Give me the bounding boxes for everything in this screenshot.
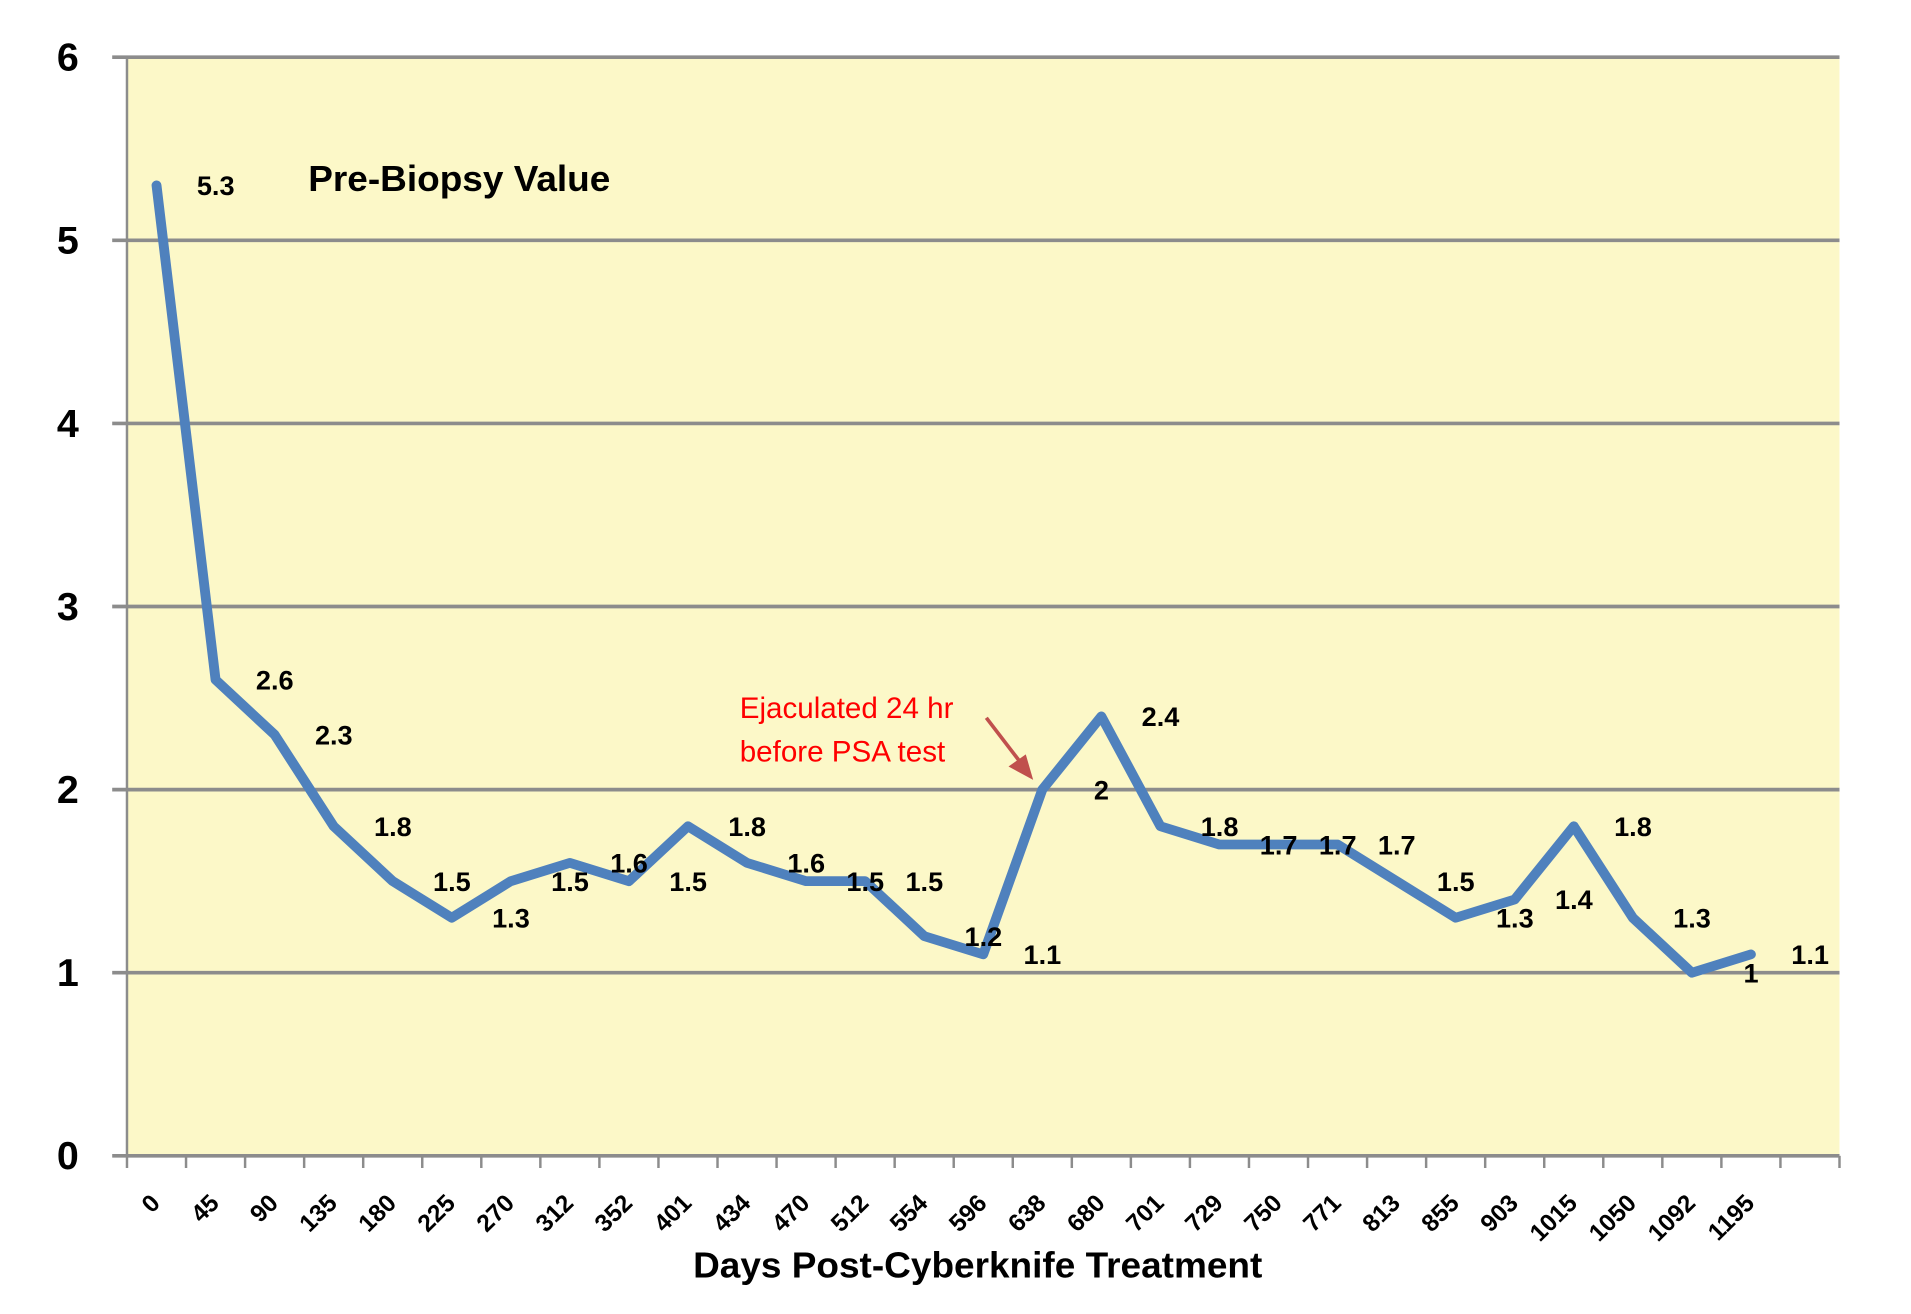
x-tick-label: 270 [472, 1190, 520, 1238]
x-tick-label: 750 [1239, 1190, 1287, 1238]
x-tick-label: 90 [245, 1190, 284, 1228]
x-tick-label: 401 [649, 1190, 697, 1238]
x-tick-label: 701 [1121, 1190, 1169, 1238]
x-tick-label: 813 [1358, 1190, 1406, 1238]
x-tick-label: 434 [708, 1189, 757, 1237]
x-tick-label: 771 [1298, 1190, 1346, 1238]
ejaculation-annotation-line2: before PSA test [740, 736, 945, 769]
annotation-arrow [984, 716, 1034, 780]
data-label: 1.5 [551, 867, 589, 897]
data-label: 1.6 [610, 849, 648, 879]
data-labels: 5.3 2.6 2.3 1.8 1.5 1.3 1.5 1.6 1.5 1.8 1.6 1.5 1.5 1… [156, 171, 1829, 988]
data-label: 5.3 [197, 171, 235, 201]
data-label: 1.4 [1555, 885, 1593, 915]
y-tick-label: 5 [57, 220, 79, 263]
data-label: 2.6 [256, 666, 294, 696]
x-tick-label: 596 [944, 1190, 992, 1238]
data-label: 1.8 [374, 812, 412, 842]
y-tick-label: 3 [57, 586, 79, 629]
data-label: 1.2 [965, 922, 1003, 952]
x-tick-label: 225 [413, 1190, 461, 1238]
x-tick-label: 312 [531, 1190, 579, 1238]
y-tick-label: 0 [57, 1135, 79, 1178]
y-tick-label: 4 [57, 403, 79, 446]
x-tick-label: 352 [590, 1190, 638, 1238]
x-tick-label: 638 [1003, 1190, 1051, 1238]
ejaculation-annotation-line1: Ejaculated 24 hr [740, 692, 954, 725]
data-label: 1.5 [1437, 867, 1475, 897]
data-label: 2 [1094, 776, 1109, 806]
data-label: 1.8 [1614, 812, 1652, 842]
x-tick-label: 729 [1180, 1190, 1228, 1238]
data-label: 1.8 [1201, 812, 1239, 842]
data-label: 1 [1743, 959, 1758, 989]
data-label: 1.3 [1496, 904, 1534, 934]
x-axis: 0 45 90 135 180 225 270 312 352 401 434 470 512 554 59… [125, 1155, 1841, 1247]
data-label: 1.5 [669, 867, 707, 897]
x-tick-label: 554 [885, 1189, 934, 1237]
data-label: 2.4 [1142, 702, 1180, 732]
x-tick-label: 470 [767, 1190, 815, 1238]
x-tick-label: 680 [1062, 1190, 1110, 1238]
x-tick-label: 45 [186, 1190, 225, 1228]
series-line [151, 180, 1756, 978]
x-tick-label: 1092 [1643, 1190, 1701, 1247]
data-label: 1.7 [1378, 830, 1416, 860]
data-label: 1.1 [1791, 940, 1829, 970]
x-axis-title: Days Post-Cyberknife Treatment [693, 1245, 1262, 1286]
data-label: 1.5 [433, 867, 471, 897]
y-tick-label: 6 [57, 37, 79, 80]
x-tick-label: 903 [1476, 1190, 1524, 1238]
data-label: 1.3 [492, 904, 530, 934]
x-tick-label: 0 [137, 1190, 166, 1219]
data-label: 1.1 [1024, 940, 1062, 970]
data-label: 1.5 [905, 867, 943, 897]
x-tick-label: 855 [1417, 1190, 1465, 1238]
gridlines [112, 55, 1840, 1158]
x-tick-label: 135 [295, 1190, 343, 1238]
data-label: 1.6 [787, 849, 825, 879]
data-label: 1.8 [728, 812, 766, 842]
data-label: 1.5 [846, 867, 884, 897]
x-tick-label: 1015 [1525, 1190, 1583, 1247]
y-tick-label: 2 [57, 769, 79, 812]
x-tick-label: 180 [354, 1190, 402, 1238]
y-axis-ticks: 0 1 2 3 4 5 6 [57, 37, 79, 1178]
x-tick-label: 1050 [1584, 1190, 1642, 1247]
data-label: 1.7 [1260, 830, 1298, 860]
data-label: 1.7 [1319, 830, 1357, 860]
data-label: 1.3 [1673, 904, 1711, 934]
data-label: 2.3 [315, 721, 353, 751]
x-tick-label: 512 [826, 1190, 874, 1238]
x-tick-label: 1195 [1703, 1190, 1760, 1246]
y-tick-label: 1 [57, 952, 79, 995]
pre-biopsy-annotation: Pre-Biopsy Value [308, 158, 610, 199]
